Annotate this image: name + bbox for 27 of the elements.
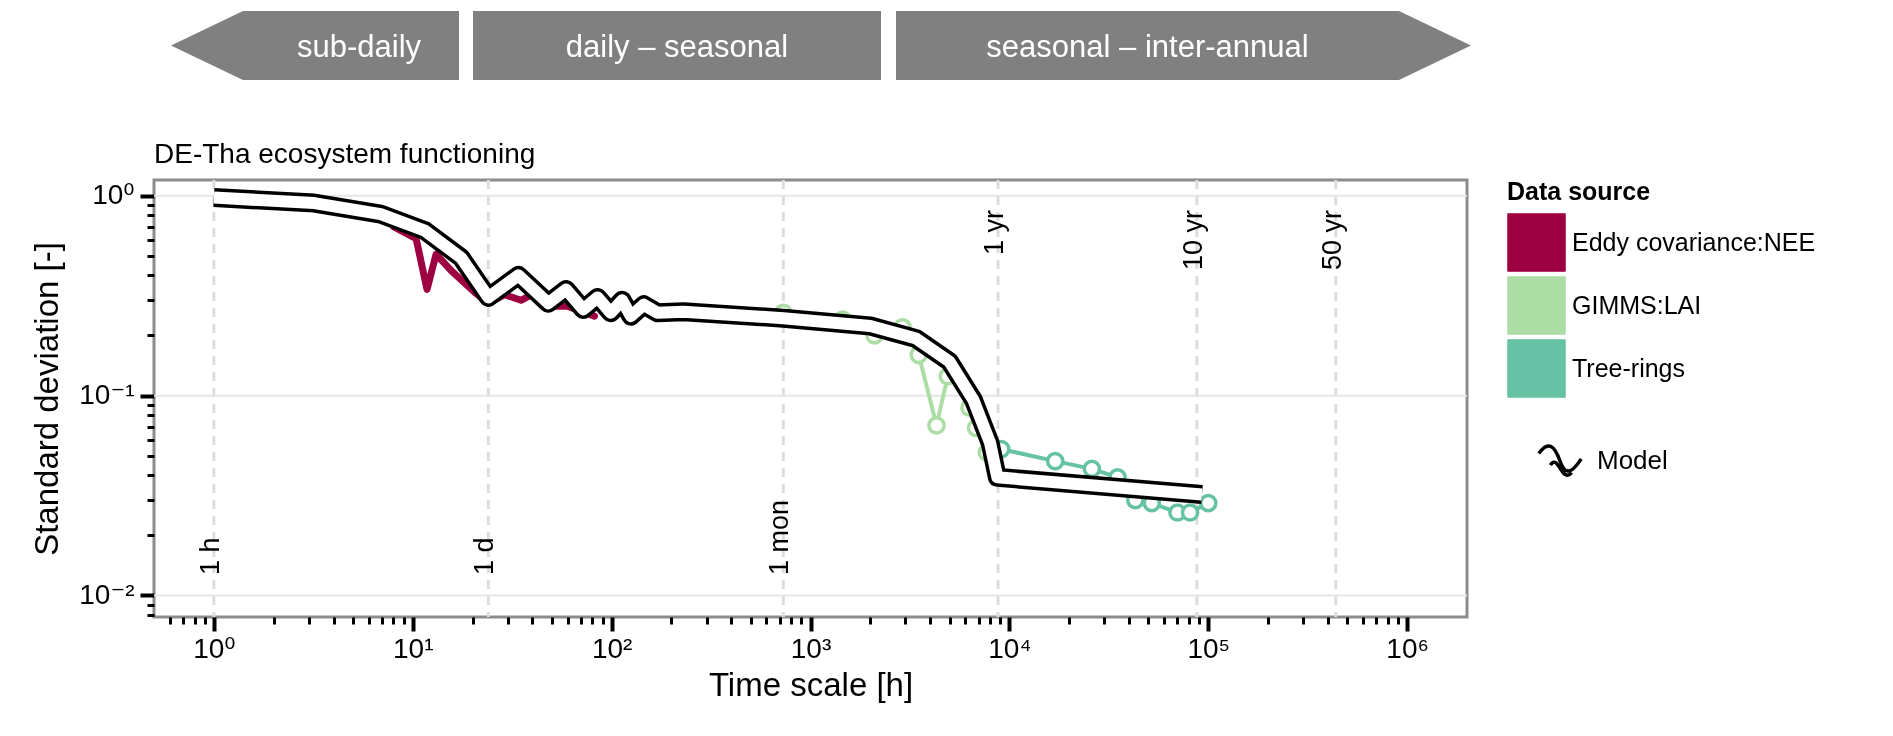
legend-label: GIMMS:LAI [1572, 290, 1702, 319]
y-tick-label: 10⁻² [79, 578, 135, 610]
ref-line-label: 50 yr [1316, 210, 1347, 271]
y-tick-label: 10⁻¹ [79, 379, 135, 411]
x-axis-title: Time scale [h] [708, 665, 914, 703]
ref-line-label: 1 d [469, 537, 500, 575]
legend-label: Model [1597, 445, 1668, 475]
x-tick-label: 10³ [790, 632, 832, 664]
x-tick-label: 10⁵ [1187, 632, 1231, 664]
x-tick-label: 10² [591, 632, 633, 664]
chart-title: DE-Tha ecosystem functioning [154, 137, 536, 169]
legend-title: Data source [1507, 177, 1651, 205]
y-tick-label: 10⁰ [92, 179, 135, 211]
text: seasonal – inter-annual [986, 28, 1309, 64]
text: sub-daily [296, 28, 422, 64]
legend-label: Eddy covariance:NEE [1572, 227, 1816, 256]
ref-line-label: 1 mon [764, 499, 795, 575]
text: daily – seasonal [565, 28, 789, 64]
x-tick-label: 10⁰ [193, 632, 236, 664]
ref-line-label: 1 h [194, 537, 225, 575]
y-axis-title: Standard deviation [-] [28, 242, 66, 556]
ref-line-label: 10 yr [1177, 210, 1208, 271]
ref-line-label: 1 yr [978, 210, 1009, 256]
x-tick-label: 10¹ [393, 632, 434, 664]
x-tick-label: 10⁴ [988, 632, 1032, 664]
legend-label: Tree-rings [1572, 353, 1685, 382]
x-tick-label: 10⁶ [1386, 632, 1429, 664]
